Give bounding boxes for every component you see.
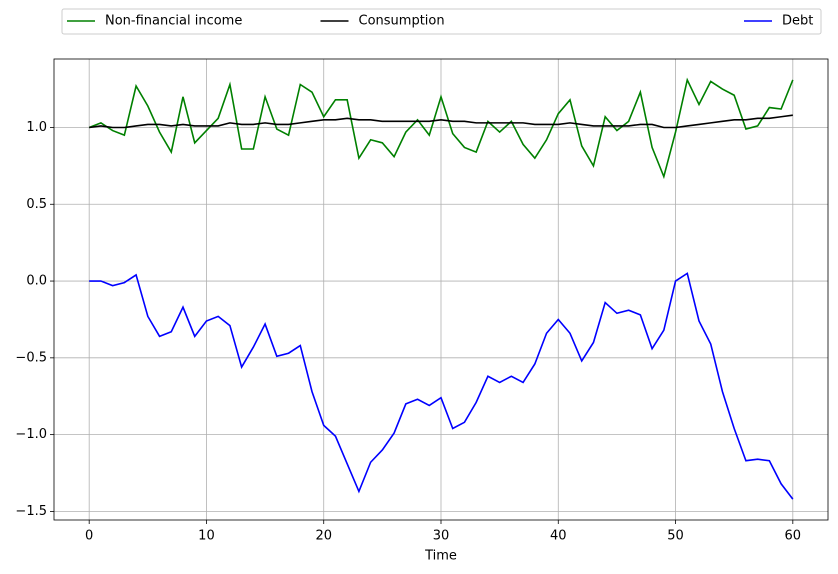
series-line bbox=[89, 114, 793, 129]
y-tick-label: 1.0 bbox=[26, 120, 47, 135]
y-tick-label: 0.5 bbox=[26, 197, 47, 212]
x-tick-label: 30 bbox=[433, 529, 450, 544]
x-tick-label: 60 bbox=[785, 529, 802, 544]
series-line bbox=[88, 77, 794, 180]
x-tick-label: 50 bbox=[667, 529, 684, 544]
series-line bbox=[89, 272, 794, 500]
x-tick-label: 40 bbox=[550, 529, 567, 544]
legend-box bbox=[61, 8, 822, 35]
legend-label: Debt bbox=[782, 14, 813, 29]
legend-label: Consumption bbox=[359, 14, 445, 29]
x-tick-label: 10 bbox=[198, 529, 215, 544]
y-tick-label: 0.0 bbox=[26, 274, 47, 289]
x-tick-label: 0 bbox=[85, 529, 93, 544]
plot-frame bbox=[53, 58, 829, 521]
y-tick-label: −1.5 bbox=[15, 504, 47, 519]
legend-label: Non-financial income bbox=[105, 14, 242, 29]
y-tick-label: −0.5 bbox=[15, 350, 47, 365]
y-tick-label: −1.0 bbox=[15, 427, 47, 442]
x-tick-label: 20 bbox=[315, 529, 332, 544]
x-axis-label: Time bbox=[424, 549, 457, 564]
